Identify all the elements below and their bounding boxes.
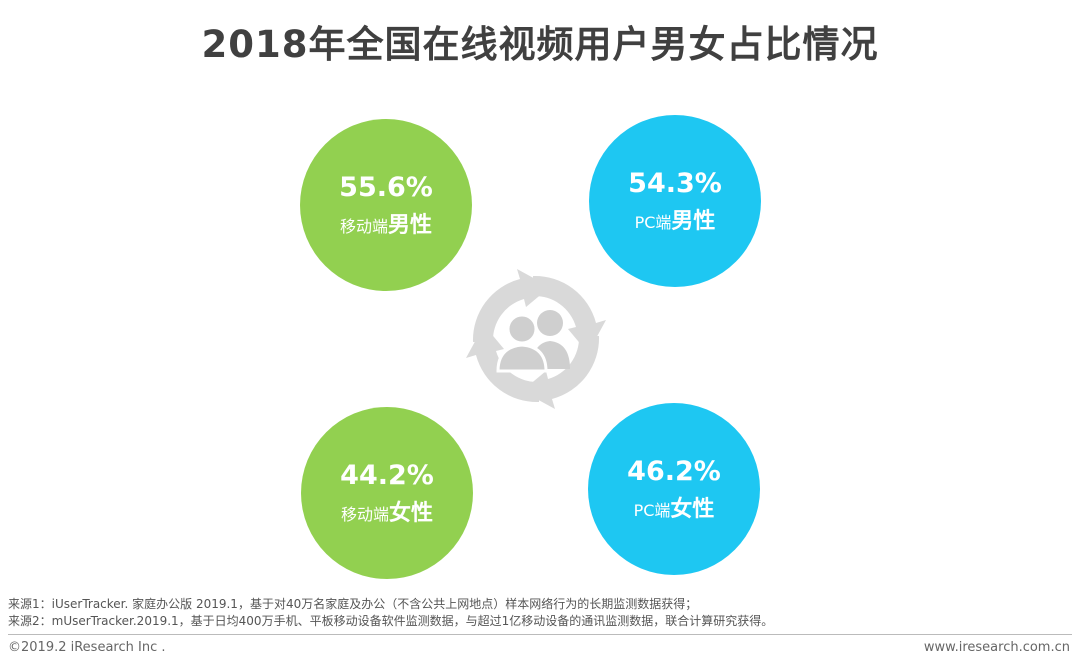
page-title: 2018年全国在线视频用户男女占比情况: [201, 23, 879, 66]
pc-female-circle: 46.2% PC端女性: [588, 403, 760, 575]
pc-female-gender: 女性: [670, 496, 715, 522]
pc-male-label: PC端男性: [634, 208, 716, 234]
mobile-female-circle: 44.2% 移动端女性: [301, 407, 473, 579]
mobile-female-label: 移动端女性: [340, 500, 434, 526]
copyright-text: ©2019.2 iResearch Inc .: [8, 640, 166, 655]
pc-male-prefix: PC端: [634, 212, 672, 232]
mobile-female-percent: 44.2%: [340, 459, 434, 491]
mobile-male-label: 移动端男性: [339, 212, 433, 238]
source-note-2: 来源2：mUserTracker.2019.1，基于日均400万手机、平板移动设…: [8, 614, 774, 628]
cycle-arrows-icon: [466, 269, 606, 409]
mobile-male-percent: 55.6%: [339, 171, 433, 203]
pc-male-circle: 54.3% PC端男性: [589, 115, 761, 287]
users-icon: [496, 310, 570, 373]
website-text: www.iresearch.com.cn: [923, 640, 1070, 655]
pc-female-percent: 46.2%: [627, 455, 721, 487]
source-notes: 来源1：iUserTracker. 家庭办公版 2019.1，基于对40万名家庭…: [8, 596, 773, 630]
mobile-male-prefix: 移动端: [339, 216, 388, 236]
pc-male-gender: 男性: [671, 208, 716, 234]
mobile-male-gender: 男性: [388, 212, 433, 238]
footer-divider: [8, 634, 1072, 635]
source-note-1: 来源1：iUserTracker. 家庭办公版 2019.1，基于对40万名家庭…: [8, 597, 698, 611]
mobile-female-prefix: 移动端: [340, 504, 389, 524]
mobile-female-gender: 女性: [389, 500, 434, 526]
pc-male-percent: 54.3%: [628, 167, 722, 199]
pc-female-prefix: PC端: [633, 500, 671, 520]
mobile-male-circle: 55.6% 移动端男性: [300, 119, 472, 291]
pc-female-label: PC端女性: [633, 496, 715, 522]
